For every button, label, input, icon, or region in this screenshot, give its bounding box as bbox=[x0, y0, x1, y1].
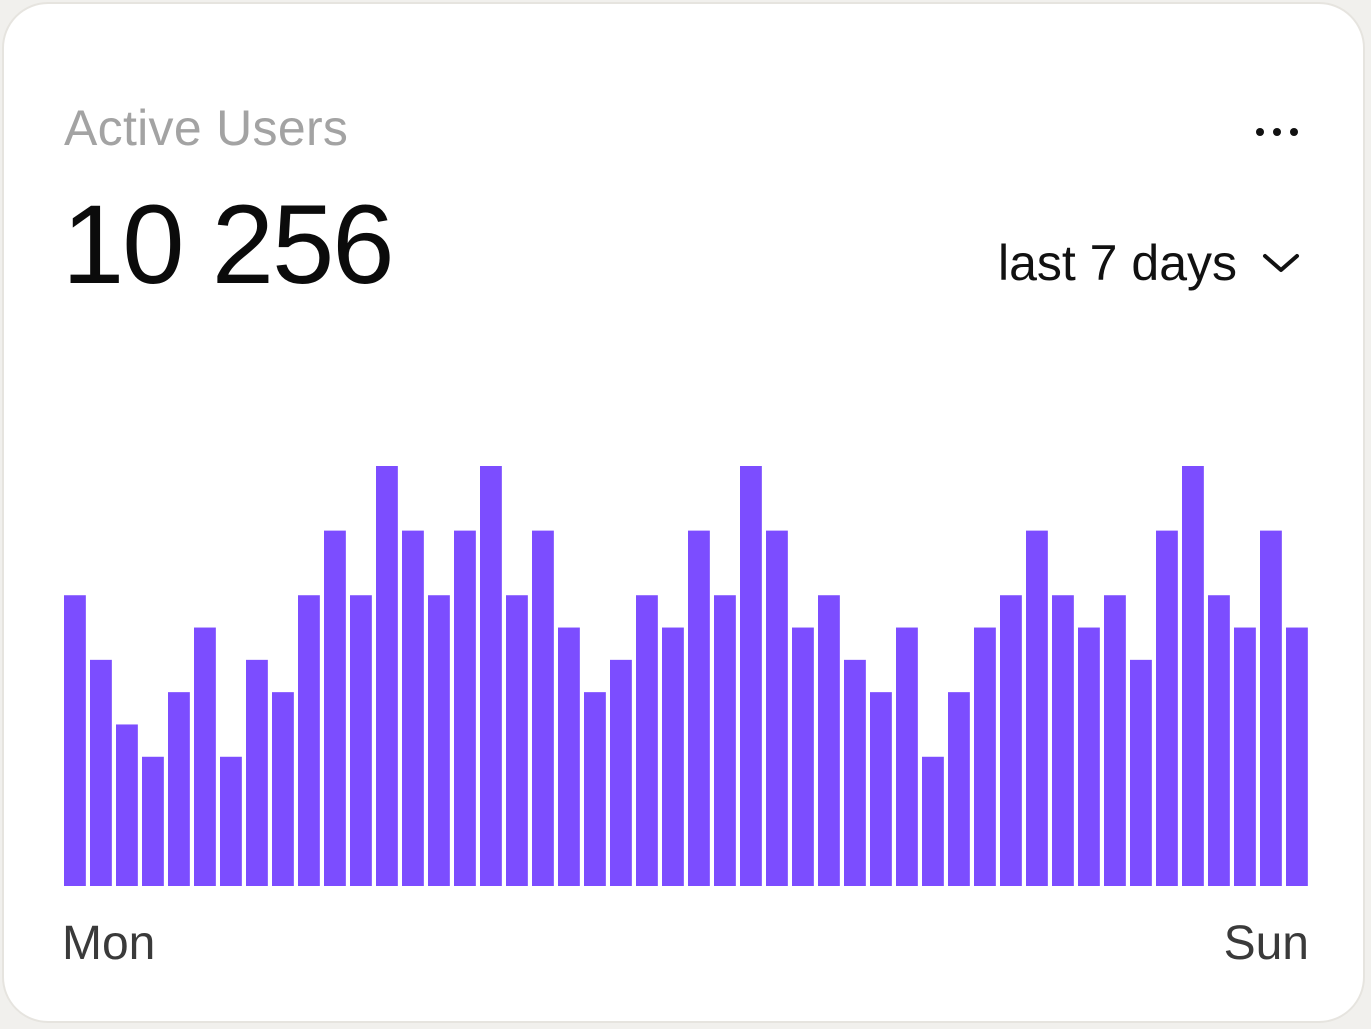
chart-bar bbox=[870, 692, 892, 886]
chart-bar bbox=[1260, 530, 1282, 886]
chart-bar bbox=[168, 692, 190, 886]
chart-bar bbox=[1208, 595, 1230, 886]
chart-bar bbox=[506, 595, 528, 886]
chart-bar bbox=[1156, 530, 1178, 886]
chart-bar bbox=[792, 627, 814, 886]
x-axis-label-start: Mon bbox=[62, 917, 156, 970]
chart-bar bbox=[974, 627, 996, 886]
chart-bar bbox=[1286, 627, 1308, 886]
chart-bar bbox=[480, 466, 502, 886]
chart-bar bbox=[428, 595, 450, 886]
chart-bar bbox=[896, 627, 918, 886]
chart-bar bbox=[1052, 595, 1074, 886]
more-horizontal-icon-dot bbox=[1290, 128, 1298, 136]
chart-bar bbox=[1182, 466, 1204, 886]
active-users-bar-chart bbox=[64, 466, 1308, 886]
chart-bar bbox=[220, 756, 242, 886]
chart-bar bbox=[844, 659, 866, 886]
chart-bar bbox=[90, 659, 112, 886]
chart-bar bbox=[1026, 530, 1048, 886]
x-axis-label-end: Sun bbox=[1223, 917, 1309, 970]
chart-bar bbox=[64, 595, 86, 886]
chart-bar bbox=[402, 530, 424, 886]
card-title: Active Users bbox=[64, 100, 349, 156]
chart-bar bbox=[1104, 595, 1126, 886]
chart-bar bbox=[1078, 627, 1100, 886]
chart-bar bbox=[922, 756, 944, 886]
chart-bar bbox=[766, 530, 788, 886]
chart-bar bbox=[714, 595, 736, 886]
chart-bar bbox=[818, 595, 840, 886]
chart-bar bbox=[142, 756, 164, 886]
chevron-down-icon bbox=[1261, 251, 1301, 275]
chart-bar bbox=[350, 595, 372, 886]
chart-bar bbox=[740, 466, 762, 886]
chart-bar bbox=[1234, 627, 1256, 886]
chart-bar bbox=[610, 659, 632, 886]
chart-bar bbox=[376, 466, 398, 886]
date-range-label: last 7 days bbox=[997, 235, 1237, 291]
chart-bar bbox=[688, 530, 710, 886]
chart-bar bbox=[454, 530, 476, 886]
chart-bar bbox=[558, 627, 580, 886]
chart-bar bbox=[194, 627, 216, 886]
chart-bar bbox=[532, 530, 554, 886]
chart-bar bbox=[298, 595, 320, 886]
more-horizontal-icon bbox=[1256, 128, 1264, 136]
chart-bar bbox=[636, 595, 658, 886]
date-range-select[interactable]: last 7 days bbox=[998, 230, 1301, 296]
more-options-button[interactable] bbox=[1245, 112, 1309, 152]
chart-bar bbox=[1130, 659, 1152, 886]
chart-bar bbox=[324, 530, 346, 886]
chart-bar bbox=[272, 692, 294, 886]
chart-bar bbox=[116, 724, 138, 886]
chart-bar bbox=[948, 692, 970, 886]
more-horizontal-icon-dot bbox=[1273, 128, 1281, 136]
metric-value: 10 256 bbox=[62, 182, 395, 307]
chart-bar bbox=[246, 659, 268, 886]
chart-bar bbox=[662, 627, 684, 886]
chart-bar bbox=[584, 692, 606, 886]
chart-bar bbox=[1000, 595, 1022, 886]
